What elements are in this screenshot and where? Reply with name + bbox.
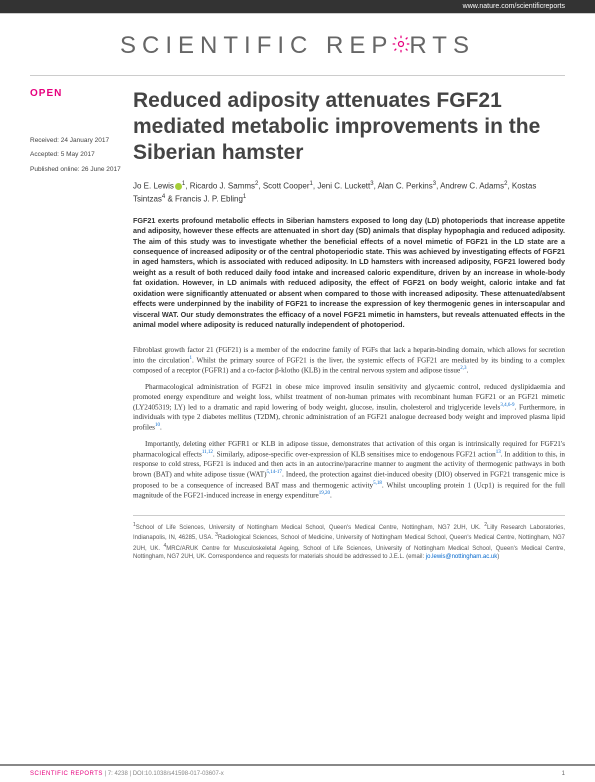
affiliations: 1School of Life Sciences, University of … [133,515,565,562]
journal-title: SCIENTIFIC REP RTS [0,32,595,61]
journal-url: www.nature.com/scientificreports [463,3,565,10]
affiliation-close: ) [497,554,499,560]
header-divider [30,75,565,76]
top-url-bar: www.nature.com/scientificreports [0,0,595,13]
journal-name-1: SCIENTIFIC [120,32,326,59]
article-title: Reduced adiposity attenuates FGF21 media… [133,88,565,167]
footer-doi: | 7: 4238 | DOI:10.1038/s41598-017-03607… [103,771,224,777]
affiliation-text: 1School of Life Sciences, University of … [133,525,565,560]
abstract: FGF21 exerts profound metabolic effects … [133,216,565,331]
orcid-icon [175,183,182,190]
footer-journal-name: SCIENTIFIC REPORTS [30,771,103,777]
open-access-label: OPEN [30,88,125,99]
journal-name-3: RTS [409,32,475,59]
page-number: 1 [562,771,565,777]
body-paragraph-3: Importantly, deleting either FGFR1 or KL… [133,439,565,501]
accepted-date: Accepted: 5 May 2017 [30,151,125,159]
received-date: Received: 24 January 2017 [30,137,125,145]
footer-citation: SCIENTIFIC REPORTS | 7: 4238 | DOI:10.10… [30,771,224,777]
body-paragraph-1: Fibroblast growth factor 21 (FGF21) is a… [133,345,565,376]
main-column: Reduced adiposity attenuates FGF21 media… [125,88,565,562]
journal-header: SCIENTIFIC REP RTS [0,13,595,75]
author-list: Jo E. Lewis1, Ricardo J. Samms2, Scott C… [133,180,565,205]
content-area: OPEN Received: 24 January 2017 Accepted:… [0,88,595,562]
page-footer: SCIENTIFIC REPORTS | 7: 4238 | DOI:10.10… [0,764,595,782]
sidebar: OPEN Received: 24 January 2017 Accepted:… [30,88,125,562]
journal-name-2: REP [326,32,393,59]
published-date: Published online: 26 June 2017 [30,166,125,174]
correspondence-email[interactable]: jo.lewis@nottingham.ac.uk [426,554,497,560]
body-paragraph-2: Pharmacological administration of FGF21 … [133,382,565,433]
